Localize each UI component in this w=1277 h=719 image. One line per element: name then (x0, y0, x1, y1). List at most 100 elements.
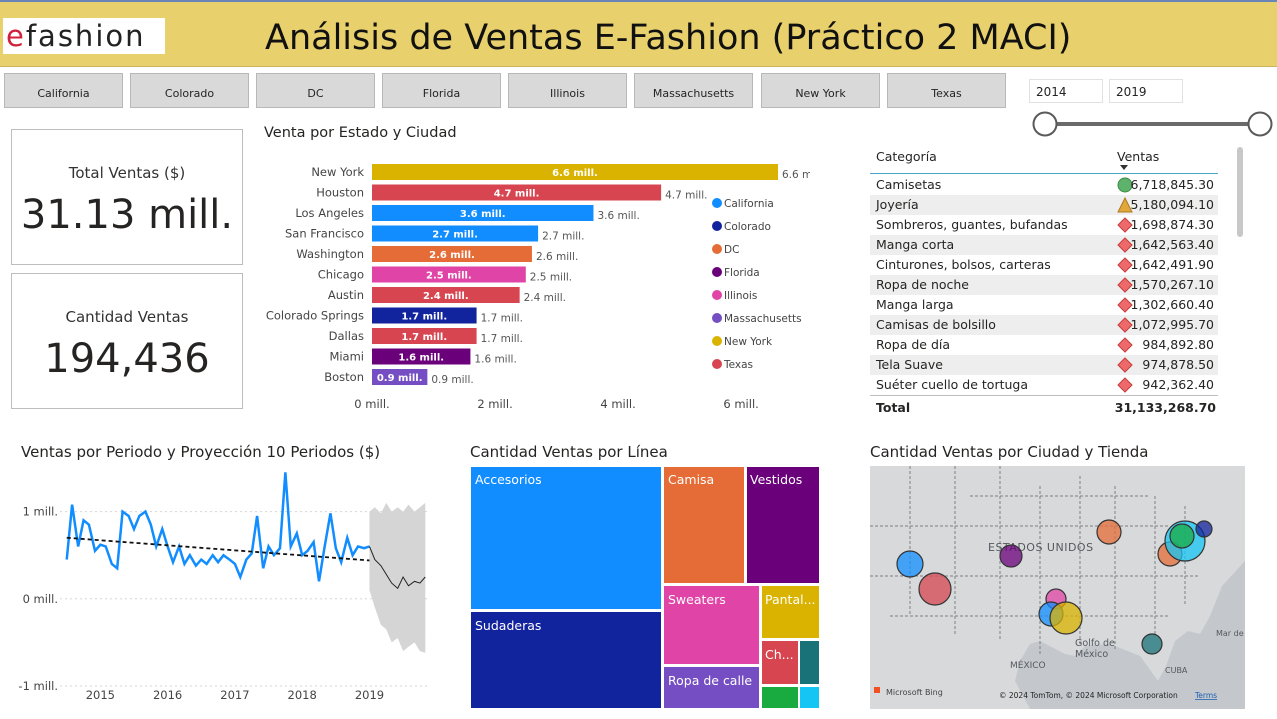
table-row[interactable]: Cinturones, bolsos, carteras 1,642,491.90 (870, 255, 1218, 275)
map-bubble-colorado-springs[interactable] (999, 544, 1023, 568)
table-row[interactable]: Manga corta 1,642,563.40 (870, 235, 1218, 255)
table-row[interactable]: Joyería 5,180,094.10 (870, 195, 1218, 215)
bar-category-label: Colorado Springs (266, 309, 364, 323)
treemap-tile-small[interactable] (760, 685, 800, 709)
map-title: Cantidad Ventas por Ciudad y Tienda (870, 443, 1149, 461)
bar-category-label: New York (311, 165, 364, 179)
x-tick-label: 2018 (288, 688, 317, 702)
bar-houston[interactable] (372, 184, 662, 201)
line-chart[interactable]: 1 mill. 0 mill. -1 mill. 2015 2016 2017 2018 20… (10, 468, 440, 713)
legend-label[interactable]: Illinois (724, 290, 757, 302)
kpi-diamond-icon (1117, 377, 1133, 393)
bar-colorado-springs[interactable] (372, 307, 477, 324)
sales-map[interactable]: ESTADOS UNIDOS Golfo de México MÉXICO CU… (870, 466, 1245, 709)
slicer-button-new-york[interactable]: New York (761, 73, 880, 108)
treemap-tile-small[interactable] (798, 685, 820, 709)
treemap-tile-vestidos[interactable] (745, 466, 820, 585)
map-bubble-miami[interactable] (1141, 633, 1163, 655)
sales-line[interactable] (65, 472, 370, 582)
date-start-input[interactable]: 2014 (1029, 79, 1103, 103)
row-category: Tela Suave (876, 357, 943, 372)
map-bubble-chicago[interactable] (1096, 519, 1122, 545)
map-bubble-houston[interactable] (1049, 601, 1083, 635)
date-range-slider[interactable] (1028, 108, 1276, 140)
table-row[interactable]: Camisas de bolsillo 1,072,995.70 (870, 315, 1218, 335)
col-header-category[interactable]: Categoría (876, 149, 937, 164)
treemap-tile-small[interactable] (798, 639, 820, 686)
map-bubble-new-york-store[interactable] (1169, 523, 1195, 549)
bar-chart[interactable]: New York 6.6 mill. 6.6 mill. Houston 4.7 mil… (250, 150, 810, 420)
table-row[interactable]: Sombreros, guantes, bufandas 1,698,874.30 (870, 215, 1218, 235)
bar-inner-label: 2.5 mill. (426, 271, 472, 282)
bar-new-york[interactable] (372, 164, 778, 180)
slicer-button-massachusetts[interactable]: Massachusetts (634, 73, 753, 108)
slicer-button-florida[interactable]: Florida (382, 73, 501, 108)
slicer-button-dc[interactable]: DC (256, 73, 375, 108)
table-row[interactable]: Ropa de día 984,892.80 (870, 335, 1218, 355)
table-row[interactable]: Camisetas 6,718,845.30 (870, 175, 1218, 195)
map-bubble-boston[interactable] (1195, 520, 1213, 538)
bar-boston[interactable] (372, 369, 428, 385)
bar-washington[interactable] (372, 246, 532, 262)
bar-san-francisco[interactable] (372, 225, 539, 242)
bar-data-label: 3.6 mill. (597, 210, 639, 222)
treemap-tile-sweaters[interactable] (662, 584, 761, 666)
legend-label[interactable]: Massachusetts (724, 313, 802, 325)
tile-label: Accesorios (475, 472, 542, 487)
table-row[interactable]: Suéter cuello de tortuga 942,362.40 (870, 375, 1218, 395)
table-row[interactable]: Manga larga 1,302,660.40 (870, 295, 1218, 315)
card-label: Total Ventas ($) (68, 164, 186, 182)
treemap-tile-accesorios[interactable] (470, 466, 663, 611)
slicer-button-texas[interactable]: Texas (887, 73, 1006, 108)
bar-data-label: 0.9 mill. (431, 374, 473, 386)
sort-desc-icon (1120, 165, 1128, 170)
slicer-button-colorado[interactable]: Colorado (130, 73, 249, 108)
bar-austin[interactable] (372, 287, 520, 303)
legend-marker (712, 336, 722, 346)
bar-los-angeles[interactable] (372, 205, 594, 221)
treemap-tile-pantalones[interactable] (760, 584, 820, 640)
row-category: Sombreros, guantes, bufandas (876, 217, 1068, 232)
treemap-tile-sudaderas[interactable] (470, 610, 663, 709)
bar-dallas[interactable] (372, 328, 477, 344)
treemap-title: Cantidad Ventas por Línea (470, 443, 668, 461)
table-row[interactable]: Ropa de noche 1,570,267.10 (870, 275, 1218, 295)
map-bubble-los-angeles[interactable] (918, 572, 952, 606)
efashion-logo: efashion (3, 18, 165, 54)
treemap[interactable]: Accesorios Sudaderas Camisa Vestidos Swe… (470, 466, 820, 709)
slicer-button-california[interactable]: California (4, 73, 123, 108)
legend-label[interactable]: Colorado (724, 221, 771, 233)
legend-label[interactable]: DC (724, 244, 739, 256)
bar-inner-label: 4.7 mill. (494, 189, 540, 200)
sales-quantity-card: Cantidad Ventas 194,436 (11, 273, 243, 409)
legend-label[interactable]: Texas (723, 359, 753, 371)
map-bing-label: Microsoft Bing (886, 688, 943, 697)
tile-label: Ropa de calle (668, 673, 752, 688)
table-row[interactable]: Tela Suave 974,878.50 (870, 355, 1218, 375)
bar-chicago[interactable] (372, 266, 526, 283)
row-sales: 1,570,267.10 (1130, 277, 1215, 292)
treemap-tile-ropa-de-calle[interactable] (662, 665, 761, 709)
row-category: Camisas de bolsillo (876, 317, 996, 332)
bar-inner-label: 2.6 mill. (429, 250, 475, 261)
map-bubble-san-francisco[interactable] (896, 550, 924, 578)
legend-label[interactable]: New York (724, 336, 773, 348)
slicer-button-illinois[interactable]: Illinois (508, 73, 627, 108)
slider-handle-end[interactable] (1247, 111, 1273, 137)
forecast-line[interactable] (368, 546, 426, 590)
y-tick-label: 0 mill. (23, 592, 58, 606)
table-scrollbar[interactable] (1237, 147, 1243, 237)
bar-data-label: 6.6 mill. (782, 169, 810, 181)
legend-label[interactable]: Florida (724, 267, 760, 279)
bar-miami[interactable] (372, 348, 471, 365)
slider-handle-start[interactable] (1032, 111, 1058, 137)
bar-inner-label: 1.7 mill. (401, 332, 447, 343)
legend-marker (712, 313, 722, 323)
header-bar: efashion Análisis de Ventas E-Fashion (P… (0, 0, 1277, 67)
col-header-sales[interactable]: Ventas (1117, 149, 1160, 164)
y-tick-label: -1 mill. (18, 679, 58, 693)
map-terms-link[interactable]: Terms (1194, 691, 1217, 700)
date-end-input[interactable]: 2019 (1109, 79, 1183, 103)
row-category: Joyería (876, 197, 919, 212)
legend-label[interactable]: California (724, 198, 774, 210)
